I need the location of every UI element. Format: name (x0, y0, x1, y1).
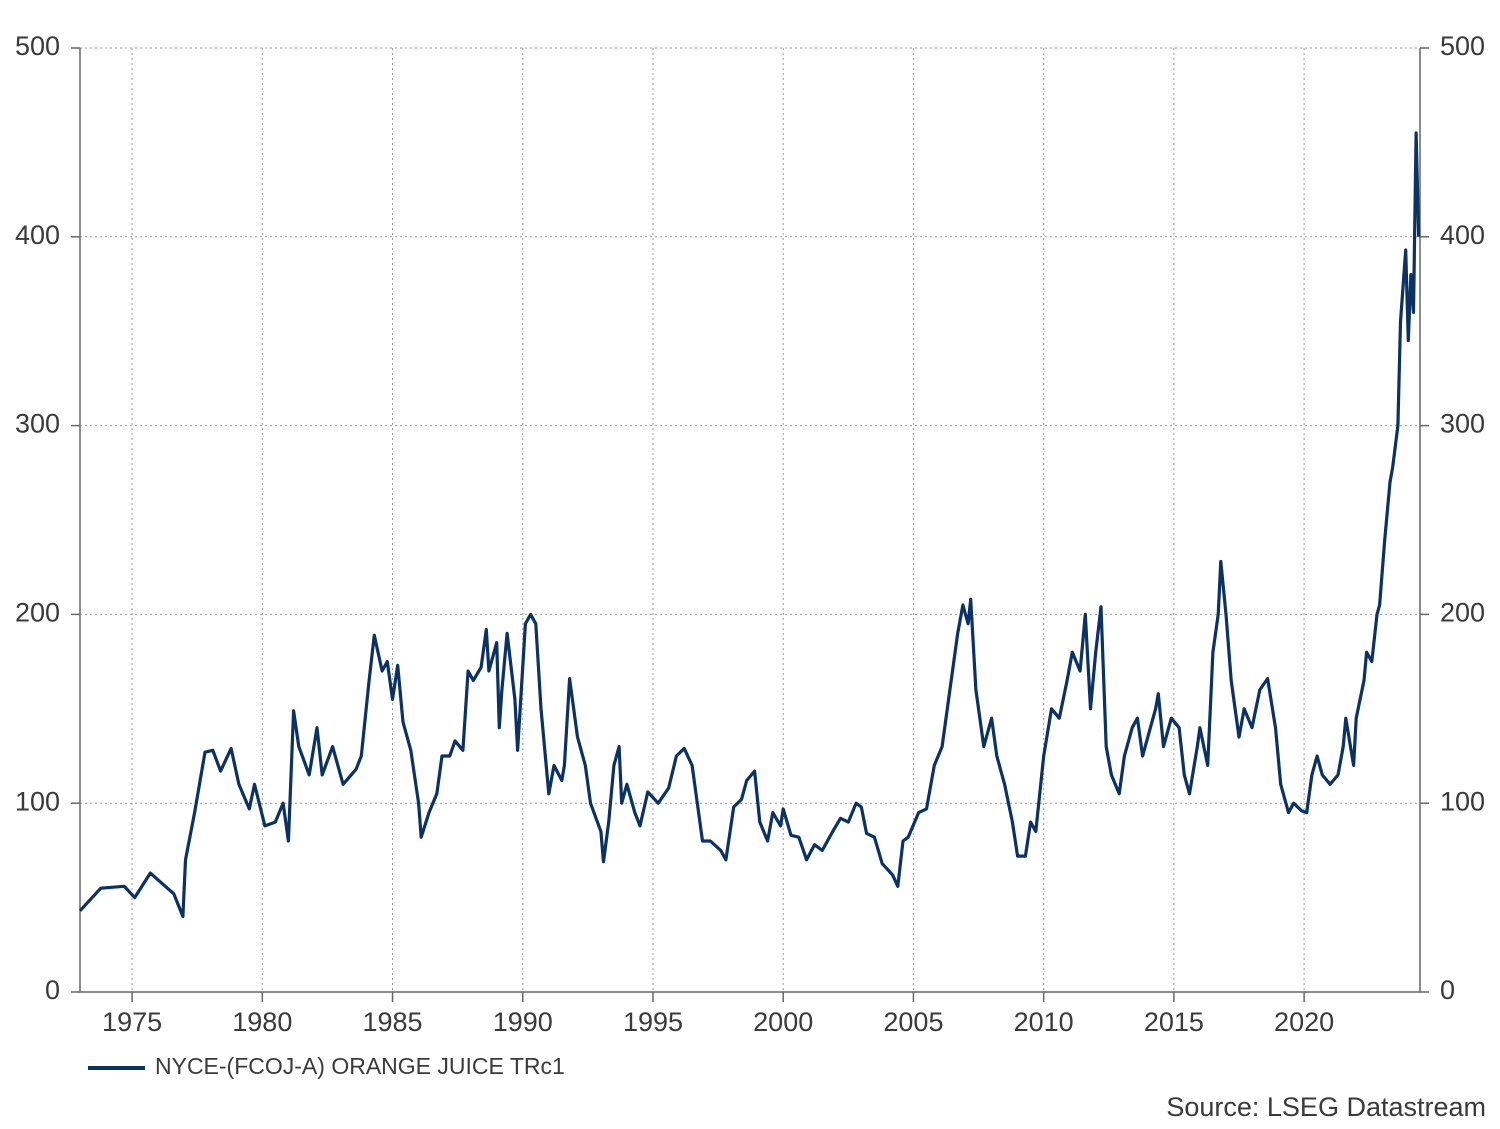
y2-tick-label: 200 (1440, 598, 1485, 628)
x-tick-label: 1995 (623, 1007, 683, 1037)
y2-tick-label: 0 (1440, 975, 1455, 1005)
y-tick-label: 100 (15, 786, 60, 816)
x-tick-label: 1980 (232, 1007, 292, 1037)
x-tick-label: 2015 (1144, 1007, 1204, 1037)
y2-tick-label: 500 (1440, 31, 1485, 61)
x-tick-label: 2000 (753, 1007, 813, 1037)
x-tick-label: 1990 (493, 1007, 553, 1037)
legend-label: NYCE-(FCOJ-A) ORANGE JUICE TRc1 (155, 1053, 565, 1079)
y-tick-label: 300 (15, 409, 60, 439)
y-tick-label: 0 (45, 975, 60, 1005)
y2-tick-label: 100 (1440, 786, 1485, 816)
x-tick-label: 1975 (102, 1007, 162, 1037)
y-tick-label: 400 (15, 220, 60, 250)
x-tick-label: 2010 (1014, 1007, 1074, 1037)
y-tick-label: 500 (15, 31, 60, 61)
y-tick-label: 200 (15, 598, 60, 628)
axis-frame (79, 48, 1421, 993)
y2-tick-label: 400 (1440, 220, 1485, 250)
y2-tick-label: 300 (1440, 409, 1485, 439)
data-line (78, 131, 1421, 919)
source-note: Source: LSEG Datastream (1166, 1092, 1486, 1122)
x-tick-label: 2005 (883, 1007, 943, 1037)
x-tick-label: 1985 (362, 1007, 422, 1037)
x-tick-label: 2020 (1274, 1007, 1334, 1037)
